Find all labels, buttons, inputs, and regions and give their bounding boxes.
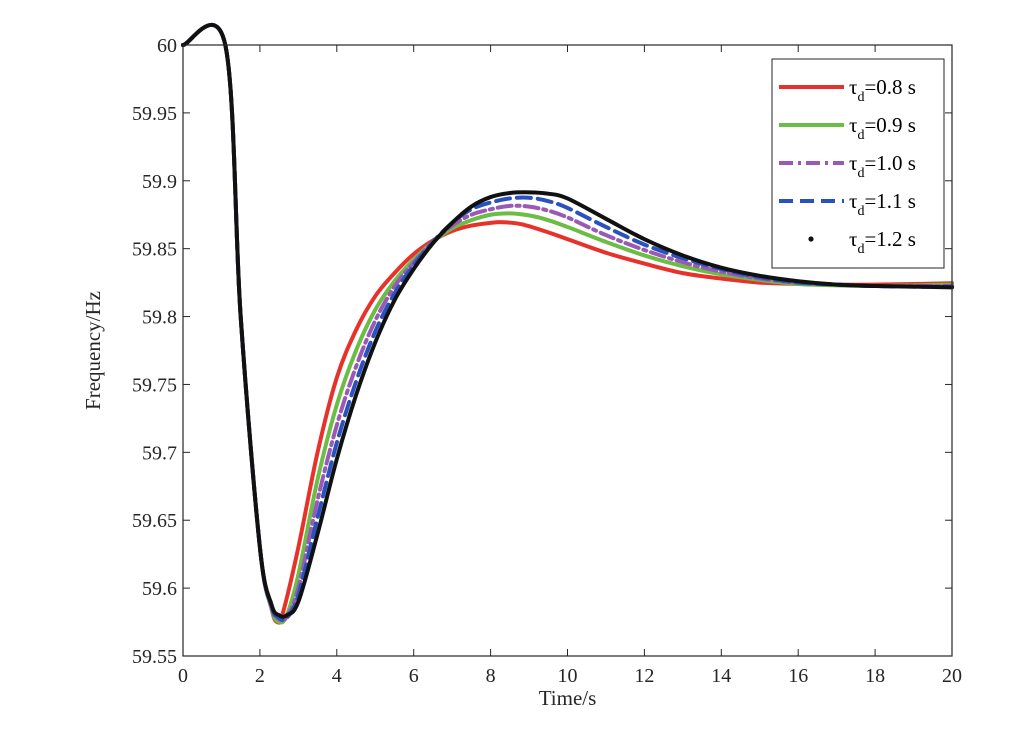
y-tick-label: 59.75 [132, 374, 177, 396]
series-line-5 [181, 23, 954, 619]
legend-label: τd=0.8 s [849, 75, 916, 105]
legend-label: τd=1.0 s [849, 151, 916, 181]
x-tick-label: 0 [178, 665, 188, 687]
legend-label: τd=1.1 s [849, 189, 916, 219]
x-tick-label: 10 [558, 665, 578, 687]
series-layer [181, 23, 954, 625]
legend-label: τd=0.9 s [849, 113, 916, 143]
x-tick-label: 18 [865, 665, 885, 687]
legend: τd=0.8 s τd=0.9 s τd=1.0 s τd=1.1 s τd=1.2 s [771, 58, 945, 269]
y-tick-label: 59.7 [142, 442, 177, 464]
x-tick-label: 14 [711, 665, 731, 687]
y-tick-label: 59.6 [142, 578, 177, 600]
y-tick-label: 59.85 [132, 239, 177, 261]
legend-label: τd=1.2 s [849, 227, 916, 257]
legend-marker [808, 236, 814, 242]
x-tick-label: 12 [634, 665, 654, 687]
y-axis-title: Frequency/Hz [81, 291, 105, 410]
x-tick-label: 8 [486, 665, 496, 687]
x-tick-label: 20 [942, 665, 962, 687]
ticks-layer: 0 2 4 6 8 10 12 14 16 18 20 59.55 59.6 59.65 59.7 59.75… [132, 35, 962, 687]
x-axis-title: Time/s [539, 686, 597, 710]
y-tick-label: 60 [157, 35, 177, 57]
y-tick-label: 59.55 [132, 646, 177, 668]
y-tick-label: 59.9 [142, 171, 177, 193]
y-tick-label: 59.8 [142, 307, 177, 329]
x-tick-label: 4 [332, 665, 342, 687]
x-tick-label: 16 [788, 665, 808, 687]
y-tick-label: 59.65 [132, 510, 177, 532]
y-tick-label: 59.95 [132, 103, 177, 125]
x-tick-label: 2 [255, 665, 265, 687]
x-tick-label: 6 [409, 665, 419, 687]
